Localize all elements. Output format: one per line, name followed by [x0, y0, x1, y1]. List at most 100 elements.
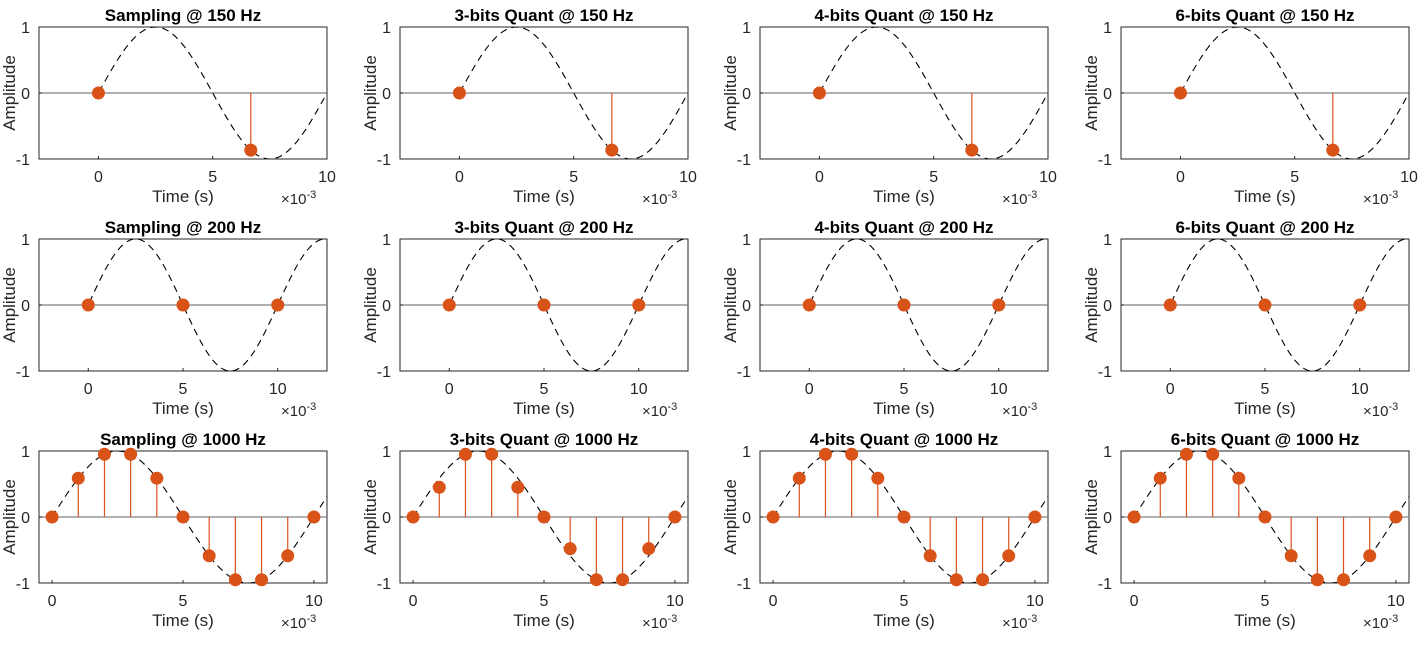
stem-marker [511, 480, 525, 494]
subplot-title: 3-bits Quant @ 200 Hz [454, 218, 633, 237]
reference-signal-line [51, 451, 327, 583]
stem-marker [871, 471, 885, 485]
stem-marker [124, 447, 138, 461]
stem-marker [97, 447, 111, 461]
stem-marker [1179, 447, 1193, 461]
y-axis-label: Amplitude [1082, 55, 1101, 131]
x-tick-label: 10 [1039, 169, 1057, 186]
stem-marker [1258, 298, 1272, 312]
reference-signal-line [1133, 451, 1409, 583]
subplot-10: 0 5 10 -1 0 1 3-bits Quant @ 1000 Hz Time (s) ×1… [361, 430, 689, 632]
x-axis-label: Time (s) [873, 187, 935, 206]
x-tick-label: 10 [630, 381, 648, 398]
x-exponent-base: ×10 [281, 615, 306, 632]
y-axis-label: Amplitude [361, 55, 380, 131]
stem-marker [1002, 549, 1016, 563]
y-tick-label: 1 [1103, 444, 1112, 461]
stem-marker [71, 471, 85, 485]
x-axis-label: Time (s) [873, 611, 935, 630]
x-tick-label: 10 [990, 381, 1008, 398]
y-axis-label: Amplitude [1082, 267, 1101, 343]
x-exponent-base: ×10 [1363, 615, 1388, 632]
subplot-title: Sampling @ 1000 Hz [100, 430, 266, 449]
y-tick-label: -1 [377, 364, 391, 381]
x-tick-label: 5 [1290, 169, 1299, 186]
stem-marker [45, 510, 59, 524]
x-exponent-power: -3 [306, 613, 316, 625]
x-exponent-label: ×10-3 [281, 401, 316, 420]
x-exponent-base: ×10 [281, 191, 306, 208]
stem-marker [589, 573, 603, 587]
x-exponent-power: -3 [667, 401, 677, 413]
x-exponent-label: ×10-3 [642, 613, 677, 632]
y-tick-label: -1 [737, 364, 751, 381]
reference-signal-line [98, 27, 327, 159]
stem-marker [1258, 510, 1272, 524]
plot-area [39, 451, 327, 583]
x-exponent-label: ×10-3 [642, 189, 677, 208]
subplot-2: 0 5 10 -1 0 1 3-bits Quant @ 150 Hz Time (s) ×10… [361, 6, 697, 208]
reference-signal-line [459, 27, 688, 159]
reference-signal-line [819, 27, 1048, 159]
x-exponent-base: ×10 [1002, 191, 1027, 208]
stem-marker [537, 510, 551, 524]
y-tick-label: -1 [1098, 364, 1112, 381]
x-tick-label: 5 [540, 593, 549, 610]
stem-marker [307, 510, 321, 524]
x-tick-label: 0 [815, 169, 824, 186]
stem-marker [897, 298, 911, 312]
stem-marker [1127, 510, 1141, 524]
stem-marker [281, 549, 295, 563]
y-tick-label: -1 [16, 576, 30, 593]
x-tick-label: 5 [929, 169, 938, 186]
x-exponent-base: ×10 [642, 191, 667, 208]
y-axis-label: Amplitude [1082, 479, 1101, 555]
reference-signal-line [809, 239, 1048, 371]
stem-marker [91, 86, 105, 100]
stem-marker [176, 510, 190, 524]
stem-marker [802, 298, 816, 312]
x-exponent-power: -3 [306, 401, 316, 413]
stem-marker [812, 86, 826, 100]
y-axis-label: Amplitude [361, 479, 380, 555]
stem-marker [1337, 573, 1351, 587]
y-tick-label: 1 [21, 444, 30, 461]
subplot-title: 6-bits Quant @ 1000 Hz [1171, 430, 1360, 449]
stem-marker [452, 86, 466, 100]
plot-area [1121, 27, 1409, 159]
x-axis-label: Time (s) [152, 611, 214, 630]
x-tick-label: 0 [1130, 593, 1139, 610]
subplot-3: 0 5 10 -1 0 1 4-bits Quant @ 150 Hz Time (s) ×10… [721, 6, 1057, 208]
x-tick-label: 5 [540, 381, 549, 398]
stem-marker [965, 143, 979, 157]
y-tick-label: 0 [382, 298, 391, 315]
stem-marker [406, 510, 420, 524]
y-tick-label: -1 [377, 576, 391, 593]
stem-marker [458, 447, 472, 461]
stem-marker [563, 542, 577, 556]
subplot-6: 0 5 10 -1 0 1 3-bits Quant @ 200 Hz Time (s) ×10… [361, 218, 689, 420]
y-tick-label: 1 [21, 232, 30, 249]
stem-marker [1363, 549, 1377, 563]
stem-marker [605, 143, 619, 157]
y-tick-label: 1 [1103, 20, 1112, 37]
subplot-9: 0 5 10 -1 0 1 Sampling @ 1000 Hz Time (s) ×10-3 A… [0, 430, 328, 632]
stem-marker [766, 510, 780, 524]
subplot-title: 6-bits Quant @ 200 Hz [1175, 218, 1354, 237]
y-tick-label: 1 [382, 444, 391, 461]
x-tick-label: 5 [1261, 593, 1270, 610]
x-exponent-label: ×10-3 [1002, 613, 1037, 632]
x-exponent-power: -3 [667, 189, 677, 201]
reference-signal-line [1170, 239, 1409, 371]
plot-area [400, 27, 688, 159]
y-tick-label: 0 [21, 86, 30, 103]
subplot-title: 4-bits Quant @ 150 Hz [814, 6, 993, 25]
x-tick-label: 5 [179, 593, 188, 610]
plot-area [39, 27, 327, 159]
x-tick-label: 10 [305, 593, 323, 610]
stem-marker [485, 447, 499, 461]
x-tick-label: 0 [84, 381, 93, 398]
x-exponent-base: ×10 [1002, 615, 1027, 632]
stem-marker [616, 573, 630, 587]
